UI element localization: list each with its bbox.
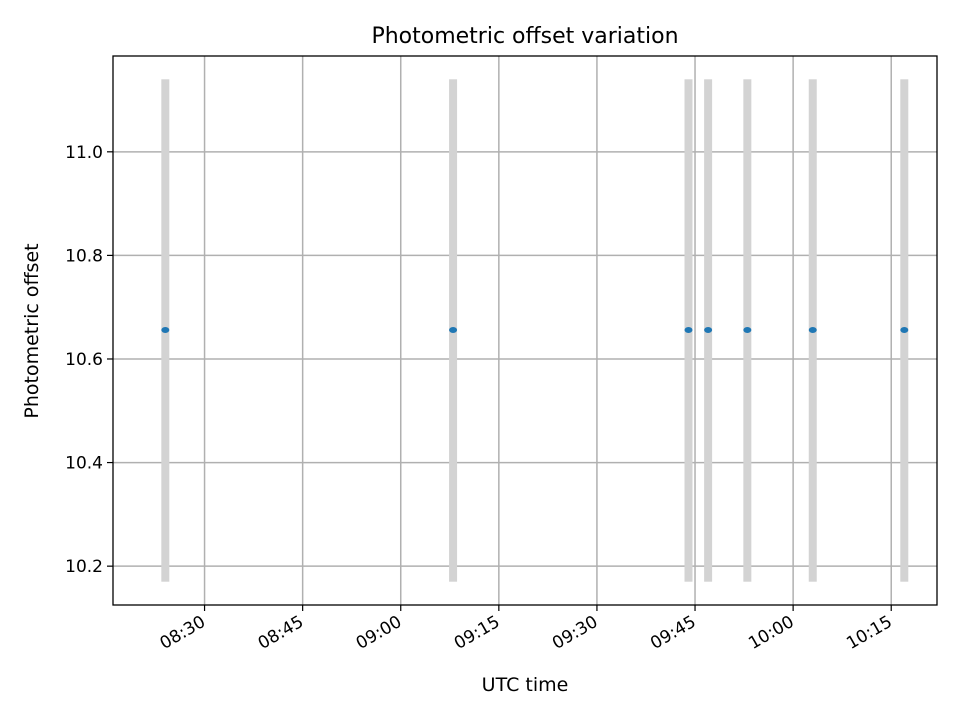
data-point bbox=[808, 326, 817, 333]
data-point bbox=[449, 326, 458, 333]
y-tick-label: 10.6 bbox=[65, 350, 103, 370]
y-tick-label: 11.0 bbox=[65, 143, 103, 163]
grid bbox=[113, 56, 937, 605]
y-axis: 10.2 10.4 10.6 10.8 11.0 bbox=[65, 143, 113, 577]
data-point bbox=[900, 326, 909, 333]
data-point bbox=[684, 326, 693, 333]
data-point bbox=[161, 326, 170, 333]
y-tick-label: 10.8 bbox=[65, 246, 103, 266]
plot-frame bbox=[112, 55, 938, 606]
data-point bbox=[704, 326, 713, 333]
data-point bbox=[743, 326, 752, 333]
y-tick-label: 10.2 bbox=[65, 557, 103, 577]
chart-title: Photometric offset variation bbox=[371, 24, 678, 49]
y-axis-label: Photometric offset bbox=[21, 243, 43, 418]
data-points bbox=[161, 326, 909, 333]
y-tick-label: 10.4 bbox=[65, 454, 103, 474]
x-axis-label: UTC time bbox=[482, 674, 569, 696]
